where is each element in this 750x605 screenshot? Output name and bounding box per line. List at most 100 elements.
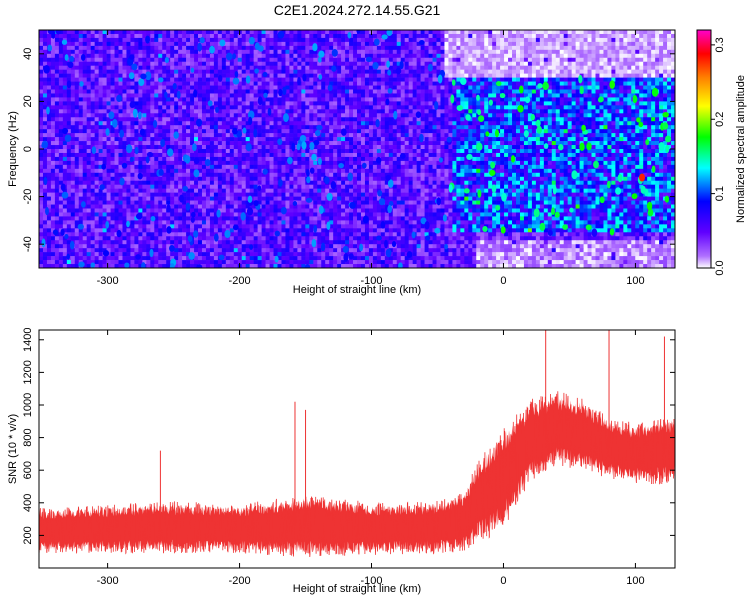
spectrogram-cell bbox=[519, 57, 525, 63]
spectrogram-cell bbox=[70, 113, 76, 118]
spectrogram-cell bbox=[158, 81, 163, 86]
spectrogram-cell bbox=[146, 101, 151, 106]
spectrogram-cell bbox=[531, 137, 537, 142]
spectrogram-cell bbox=[277, 109, 282, 114]
spectrogram-cell bbox=[519, 77, 525, 82]
spectrogram-cell bbox=[496, 109, 501, 114]
spectrogram-cell bbox=[253, 73, 258, 78]
spectrogram-cell bbox=[635, 125, 640, 130]
spectrogram-cell bbox=[647, 85, 652, 90]
spectrogram-cell bbox=[456, 137, 461, 142]
spectrogram-cell bbox=[317, 97, 322, 102]
spectrogram-cell bbox=[317, 89, 322, 94]
spectrogram-cell bbox=[452, 149, 457, 154]
spectrogram-cell bbox=[619, 41, 624, 47]
spectrogram-cell bbox=[241, 105, 246, 110]
spectrogram-cell bbox=[368, 97, 374, 102]
spectrogram-cell bbox=[404, 85, 409, 90]
spectrogram-cell bbox=[539, 93, 545, 98]
spectrogram-cell bbox=[273, 69, 278, 74]
spectrogram-cell bbox=[504, 145, 509, 150]
spectrogram-cell bbox=[404, 121, 409, 126]
spectrogram-cell bbox=[217, 61, 223, 66]
spectrogram-cell bbox=[535, 137, 541, 142]
spectrogram-cell bbox=[563, 101, 568, 106]
spectrogram-cell bbox=[647, 41, 652, 47]
spectrogram-cell bbox=[233, 93, 239, 98]
spectrogram-cell bbox=[476, 57, 481, 63]
spectrogram-cell bbox=[651, 85, 656, 90]
spectrogram-cell bbox=[639, 41, 644, 47]
spectrogram-cell bbox=[376, 129, 382, 134]
spectrogram-cell bbox=[50, 69, 56, 74]
spectrogram-cell bbox=[555, 145, 561, 150]
spectrogram-cell bbox=[146, 81, 151, 86]
spectrogram-cell bbox=[420, 117, 425, 122]
spectrogram-cell bbox=[388, 133, 394, 138]
spectrogram-cell bbox=[98, 133, 103, 138]
spectrogram-cell bbox=[297, 49, 302, 55]
spectrogram-cell bbox=[551, 129, 557, 134]
spectrogram-cell bbox=[126, 30, 131, 35]
spectrogram-cell bbox=[357, 53, 362, 59]
spectrogram-cell bbox=[400, 77, 406, 82]
spectrogram-cell bbox=[551, 137, 557, 142]
spectrogram-cell bbox=[500, 73, 505, 78]
spectrogram-cell bbox=[504, 73, 509, 78]
spectrogram-cell bbox=[78, 121, 84, 126]
spectrogram-cell bbox=[86, 101, 91, 106]
spectrogram-cell bbox=[619, 93, 624, 98]
spectrogram-cell bbox=[158, 97, 163, 102]
spectrogram-cell bbox=[245, 53, 250, 59]
spectrogram-cell bbox=[508, 125, 513, 130]
spectrogram-cell bbox=[432, 49, 437, 55]
spectrogram-cell bbox=[174, 53, 179, 59]
spectrogram-cell bbox=[555, 141, 561, 146]
spectrogram-cell bbox=[523, 73, 529, 78]
spectrogram-cell bbox=[396, 30, 402, 35]
spectrogram-cell bbox=[488, 41, 493, 47]
spectrogram-cell bbox=[54, 45, 60, 51]
spectrogram-cell bbox=[158, 57, 163, 63]
spectrogram-cell bbox=[241, 141, 246, 146]
spectrogram-cell bbox=[154, 49, 159, 55]
spectrogram-cell bbox=[170, 125, 175, 130]
spectrogram-cell bbox=[46, 117, 52, 122]
spectrogram-cell bbox=[607, 61, 612, 66]
spectrogram-cell bbox=[476, 30, 481, 35]
spectrogram-cell bbox=[66, 30, 72, 35]
spectrogram-cell bbox=[607, 125, 612, 130]
spectrogram-cell bbox=[90, 45, 95, 51]
spectrogram-cell bbox=[39, 141, 44, 146]
spectrogram-cell bbox=[360, 85, 366, 90]
spectrogram-cell bbox=[575, 77, 580, 82]
spectrogram-cell bbox=[269, 45, 274, 51]
spectrogram-cell bbox=[663, 117, 668, 122]
spectrogram-cell bbox=[74, 152, 80, 158]
spectrogram-cell bbox=[205, 133, 211, 138]
spectrogram-cell bbox=[213, 30, 219, 35]
spectrogram-cell bbox=[86, 129, 91, 134]
spectrogram-cell bbox=[110, 49, 115, 55]
spectrogram-cell bbox=[313, 33, 318, 39]
spectrogram-cell bbox=[305, 133, 310, 138]
spectrogram-cell bbox=[508, 145, 513, 150]
spectrogram-cell bbox=[376, 69, 382, 74]
spectrogram-cell bbox=[62, 81, 68, 86]
spectrogram-cell bbox=[448, 30, 453, 35]
spectrogram-cell bbox=[82, 41, 87, 47]
spectrogram-cell bbox=[150, 129, 155, 134]
spectrogram-cell bbox=[579, 105, 584, 110]
spectrogram-cell bbox=[42, 133, 48, 138]
spectrogram-cell bbox=[372, 105, 378, 110]
spectrogram-cell bbox=[182, 117, 187, 122]
spectrogram-cell bbox=[535, 45, 541, 51]
spectrogram-cell bbox=[468, 45, 473, 51]
spectrogram-cell bbox=[436, 89, 441, 94]
spectrogram-cell bbox=[555, 137, 561, 142]
spectrogram-cell bbox=[345, 129, 350, 134]
spectrogram-cell bbox=[190, 81, 195, 86]
spectrogram-cell bbox=[341, 89, 346, 94]
spectrogram-cell bbox=[424, 73, 429, 78]
spectrogram-cell bbox=[535, 101, 541, 106]
